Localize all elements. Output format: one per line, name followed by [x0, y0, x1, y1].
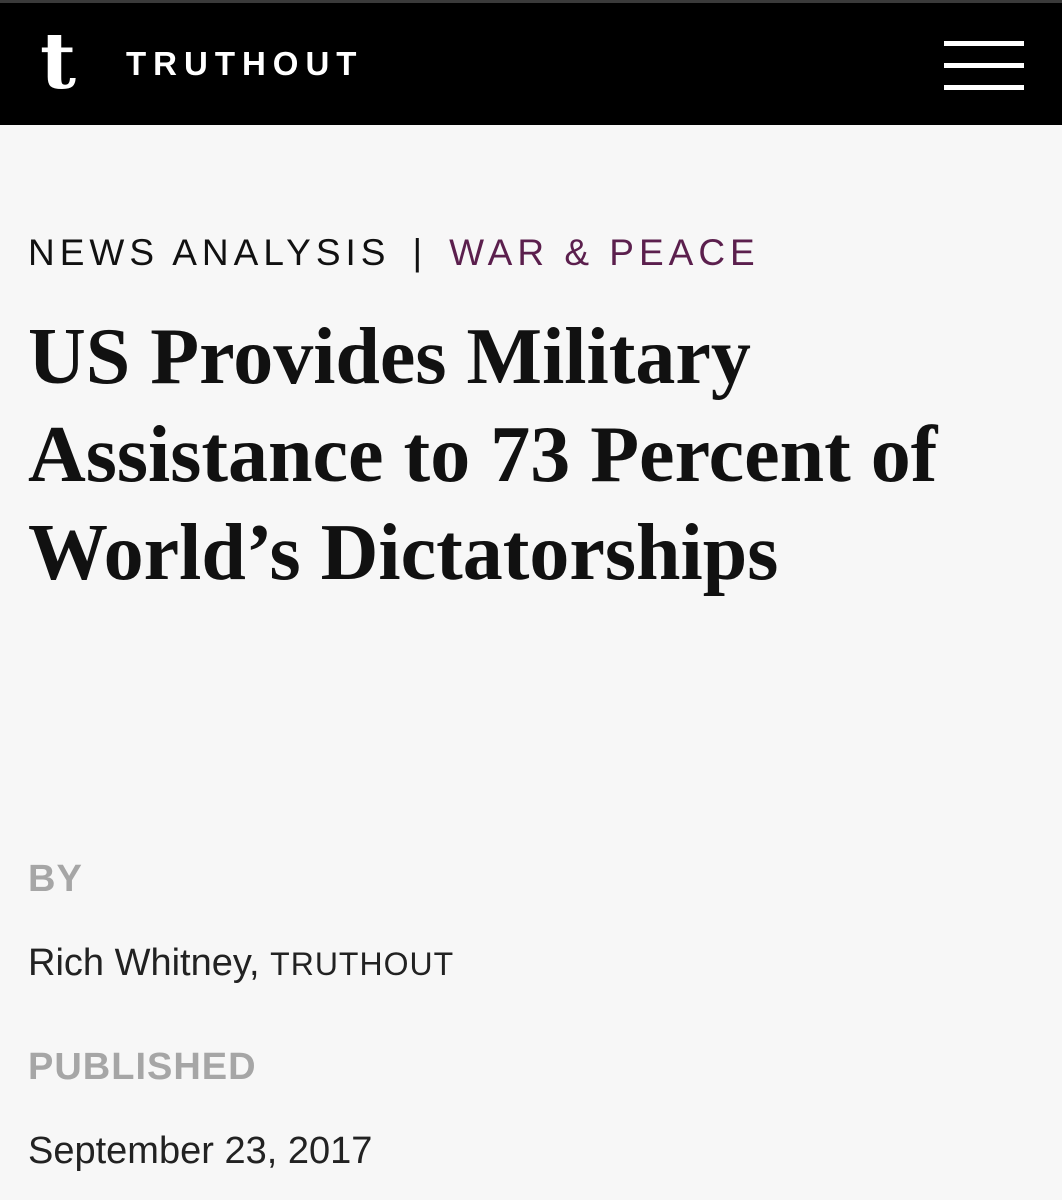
category-link[interactable]: WAR & PEACE: [449, 232, 760, 273]
site-header: t TRUTHOUT: [0, 3, 1062, 125]
article-type: NEWS ANALYSIS: [28, 232, 391, 273]
hamburger-menu-icon[interactable]: [944, 41, 1024, 91]
published-date: September 23, 2017: [28, 1130, 373, 1172]
published-label: PUBLISHED: [28, 1046, 257, 1088]
truthout-logo[interactable]: t: [40, 16, 77, 107]
outlet-name: TRUTHOUT: [270, 946, 455, 982]
by-label: BY: [28, 858, 83, 900]
article-title: US Provides Military Assistance to 73 Pe…: [28, 313, 938, 597]
brand-name[interactable]: TRUTHOUT: [126, 45, 364, 82]
kicker-separator: |: [412, 232, 428, 273]
author-link[interactable]: Rich Whitney,: [28, 942, 260, 984]
article-kicker: NEWS ANALYSIS | WAR & PEACE: [28, 232, 760, 274]
byline: Rich Whitney, TRUTHOUT: [28, 942, 454, 985]
status-bar-edge: [0, 0, 1062, 3]
